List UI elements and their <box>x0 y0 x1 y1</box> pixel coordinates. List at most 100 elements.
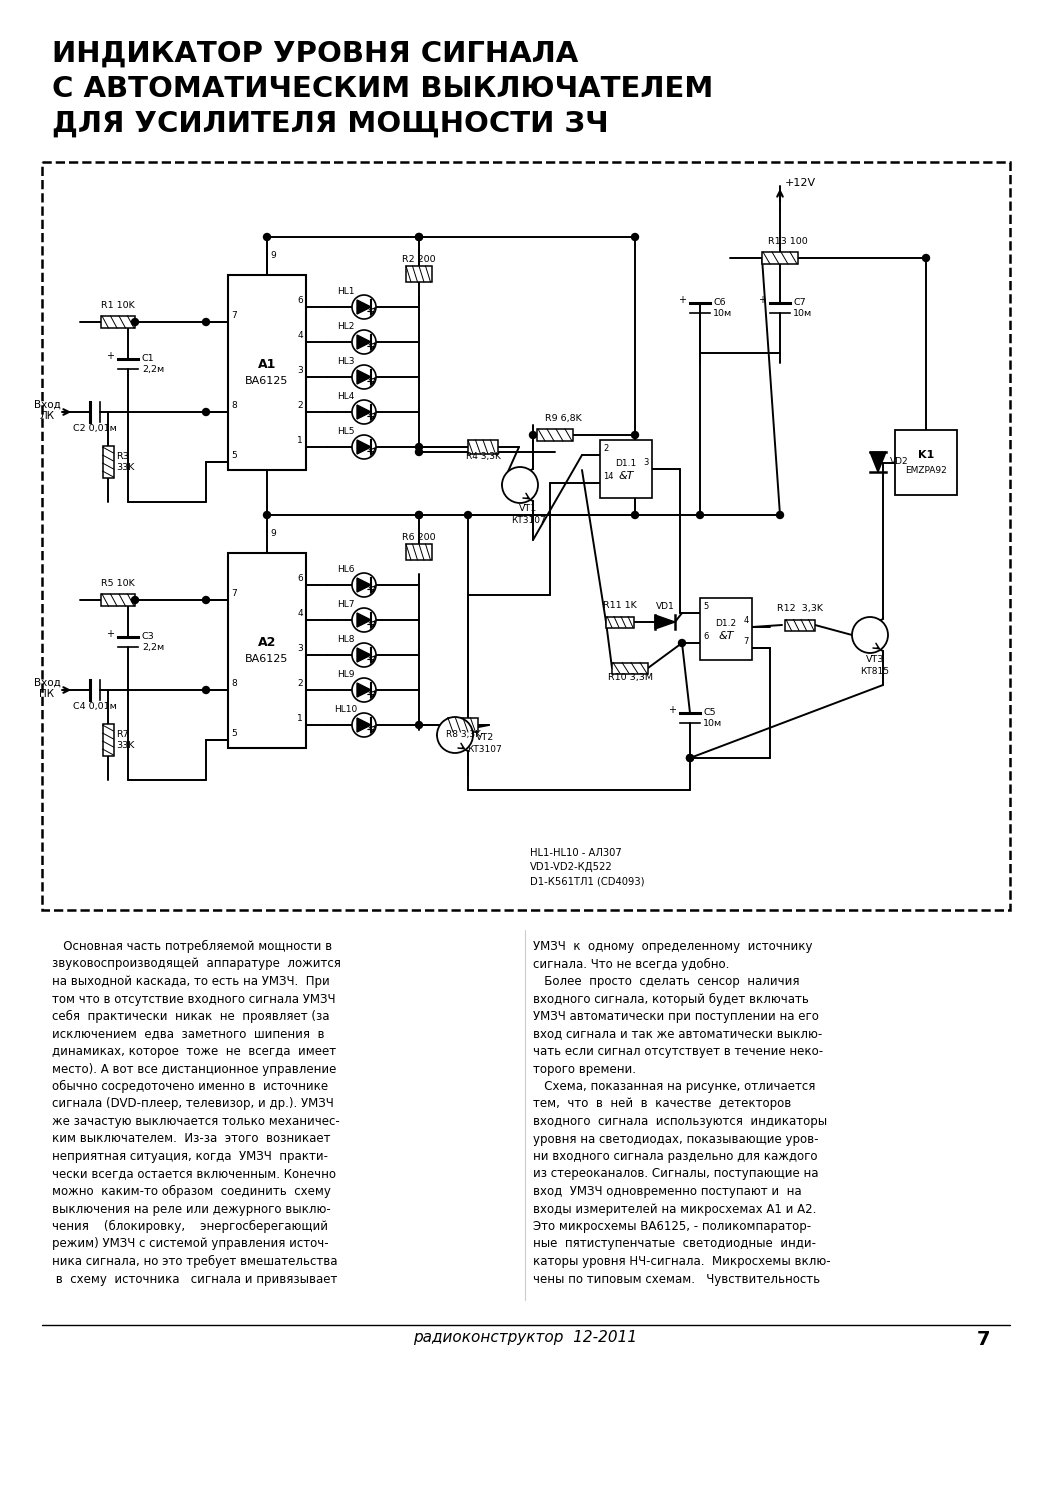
Polygon shape <box>357 300 371 313</box>
Text: HL5: HL5 <box>337 427 355 436</box>
Circle shape <box>203 408 210 416</box>
Circle shape <box>416 234 422 240</box>
Circle shape <box>352 678 376 702</box>
Text: R1 10K: R1 10K <box>101 302 134 310</box>
Text: HL1: HL1 <box>337 286 355 296</box>
Circle shape <box>264 234 271 240</box>
Text: HL3: HL3 <box>337 357 355 366</box>
Circle shape <box>131 318 139 326</box>
Text: сигнала (DVD-плеер, телевизор, и др.). УМЗЧ: сигнала (DVD-плеер, телевизор, и др.). У… <box>52 1098 334 1110</box>
Text: на выходной каскада, то есть на УМЗЧ.  При: на выходной каскада, то есть на УМЗЧ. Пр… <box>52 975 330 988</box>
Text: R6 200: R6 200 <box>402 532 436 542</box>
Text: ДЛЯ УСИЛИТЕЛЯ МОЩНОСТИ ЗЧ: ДЛЯ УСИЛИТЕЛЯ МОЩНОСТИ ЗЧ <box>52 110 609 138</box>
Text: неприятная ситуация, когда  УМЗЧ  практи-: неприятная ситуация, когда УМЗЧ практи- <box>52 1150 328 1162</box>
Text: выключения на реле или дежурного выклю-: выключения на реле или дежурного выклю- <box>52 1203 331 1215</box>
Text: HL8: HL8 <box>337 634 355 644</box>
Text: уровня на светодиодах, показывающие уров-: уровня на светодиодах, показывающие уров… <box>533 1132 819 1146</box>
Bar <box>103 724 113 756</box>
Bar <box>101 316 135 328</box>
Text: 2: 2 <box>297 680 303 688</box>
Text: КТ815: КТ815 <box>861 668 889 676</box>
Circle shape <box>352 712 376 736</box>
Text: +: + <box>106 351 114 361</box>
Bar <box>228 274 306 470</box>
Text: радиоконструктор  12-2011: радиоконструктор 12-2011 <box>413 1330 637 1346</box>
Text: 4: 4 <box>297 332 303 340</box>
Text: том что в отсутствие входного сигнала УМЗЧ: том что в отсутствие входного сигнала УМ… <box>52 993 336 1005</box>
Text: ким выключателем.  Из-за  этого  возникает: ким выключателем. Из-за этого возникает <box>52 1132 331 1146</box>
Circle shape <box>529 432 537 438</box>
Text: Схема, показанная на рисунке, отличается: Схема, показанная на рисунке, отличается <box>533 1080 816 1094</box>
Bar <box>468 440 498 454</box>
Text: 5: 5 <box>231 452 236 460</box>
Text: C1
2,2м: C1 2,2м <box>142 354 164 374</box>
Circle shape <box>131 597 139 603</box>
Text: Это микросхемы ВА6125, - поликомпаратор-: Это микросхемы ВА6125, - поликомпаратор- <box>533 1220 811 1233</box>
Bar <box>537 429 573 441</box>
Circle shape <box>352 330 376 354</box>
Text: VT2: VT2 <box>476 734 495 742</box>
Circle shape <box>352 296 376 320</box>
Text: 4: 4 <box>297 609 303 618</box>
Circle shape <box>923 255 929 261</box>
Bar <box>101 594 135 606</box>
Text: D1-К561ТЛ1 (CD4093): D1-К561ТЛ1 (CD4093) <box>530 876 645 886</box>
Circle shape <box>696 512 704 519</box>
Circle shape <box>416 444 422 450</box>
Text: +: + <box>758 296 766 304</box>
Circle shape <box>352 573 376 597</box>
Text: каторы уровня НЧ-сигнала.  Микросхемы вклю-: каторы уровня НЧ-сигнала. Микросхемы вкл… <box>533 1256 831 1268</box>
Circle shape <box>631 234 638 240</box>
Text: A2: A2 <box>258 636 276 650</box>
Text: +: + <box>668 705 676 716</box>
Text: 7: 7 <box>231 590 236 598</box>
Polygon shape <box>357 682 371 698</box>
Text: R12  3,3K: R12 3,3K <box>777 604 823 613</box>
Text: 6: 6 <box>297 574 303 584</box>
Text: 3: 3 <box>644 458 649 466</box>
Text: 3: 3 <box>297 644 303 652</box>
Text: R11 1K: R11 1K <box>603 602 637 610</box>
Text: R5 10K: R5 10K <box>101 579 134 588</box>
Text: режим) УМЗЧ с системой управления источ-: режим) УМЗЧ с системой управления источ- <box>52 1238 329 1251</box>
Text: HL7: HL7 <box>337 600 355 609</box>
Text: Более  просто  сделать  сенсор  наличия: Более просто сделать сенсор наличия <box>533 975 799 988</box>
Text: K1: K1 <box>918 450 935 460</box>
Text: 9: 9 <box>270 251 276 260</box>
Circle shape <box>416 722 422 729</box>
Circle shape <box>631 512 638 519</box>
Text: C6
10м: C6 10м <box>713 298 732 318</box>
Text: VT3: VT3 <box>866 656 884 664</box>
Text: HL10: HL10 <box>334 705 358 714</box>
Bar <box>406 266 432 282</box>
Text: VT1: VT1 <box>519 504 538 513</box>
Text: C2 0,01м: C2 0,01м <box>74 424 117 433</box>
Text: ные  пятиступенчатые  светодиодные  инди-: ные пятиступенчатые светодиодные инди- <box>533 1238 816 1251</box>
Text: R13 100: R13 100 <box>769 237 807 246</box>
Circle shape <box>416 512 422 519</box>
Text: КТ3107: КТ3107 <box>510 516 545 525</box>
Bar <box>785 620 815 630</box>
Circle shape <box>437 717 472 753</box>
Text: звуковоспроизводящей  аппаратуре  ложится: звуковоспроизводящей аппаратуре ложится <box>52 957 341 970</box>
Text: Вход
ЛК: Вход ЛК <box>34 399 61 422</box>
Text: 6: 6 <box>297 296 303 304</box>
Text: C3
2,2м: C3 2,2м <box>142 633 164 651</box>
Text: 9: 9 <box>270 530 276 538</box>
Text: в  схему  источника   сигнала и привязывает: в схему источника сигнала и привязывает <box>52 1272 337 1286</box>
Text: 3: 3 <box>297 366 303 375</box>
Text: D1.1: D1.1 <box>615 459 636 468</box>
Text: можно  каким-то образом  соединить  схему: можно каким-то образом соединить схему <box>52 1185 331 1198</box>
Bar <box>42 162 1010 910</box>
Text: HL1-HL10 - АЛ307: HL1-HL10 - АЛ307 <box>530 847 622 858</box>
Text: R7
33K: R7 33K <box>116 730 134 750</box>
Circle shape <box>416 448 422 456</box>
Text: 7: 7 <box>976 1330 990 1348</box>
Circle shape <box>203 318 210 326</box>
Text: 5: 5 <box>231 729 236 738</box>
Text: +: + <box>106 628 114 639</box>
Text: сигнала. Что не всегда удобно.: сигнала. Что не всегда удобно. <box>533 957 730 970</box>
Text: тем,  что  в  ней  в  качестве  детекторов: тем, что в ней в качестве детекторов <box>533 1098 792 1110</box>
Text: R9 6,8K: R9 6,8K <box>545 414 582 423</box>
Text: R2 200: R2 200 <box>402 255 436 264</box>
